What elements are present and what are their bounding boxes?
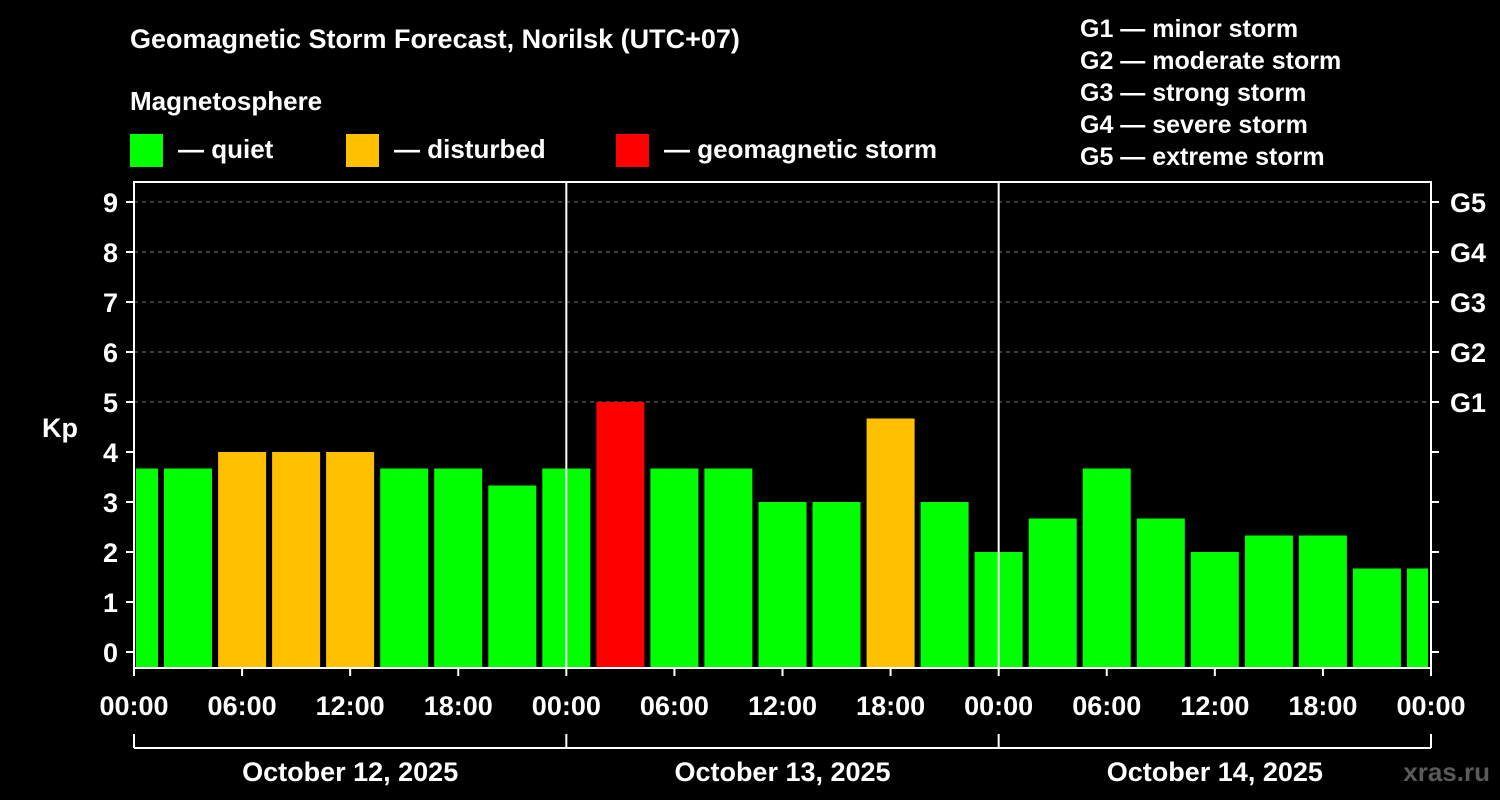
bars [136, 402, 1428, 668]
kp-bar [272, 452, 321, 668]
legend-swatch-disturbed [346, 134, 379, 167]
storm-level-label: G1 [1450, 388, 1486, 418]
legend-swatch-quiet [130, 134, 163, 167]
x-tick-label: 06:00 [640, 691, 709, 721]
x-axis-ticks: 00:00 06:00 12:00 18:00 00:00 06:00 12:00 18:00… [99, 668, 1466, 721]
storm-scale-g4: G4 — severe storm [1080, 111, 1308, 139]
x-tick-label: 06:00 [1072, 691, 1141, 721]
kp-bar [812, 502, 861, 668]
legend-label-disturbed: — disturbed [394, 134, 546, 164]
kp-bar [758, 502, 807, 668]
day-label: October 13, 2025 [674, 757, 890, 787]
day-label: October 12, 2025 [242, 757, 458, 787]
kp-bar [1082, 468, 1131, 668]
x-tick-label: 12:00 [1180, 691, 1249, 721]
y-tick-label: 4 [103, 438, 118, 468]
y-tick-label: 7 [103, 288, 118, 318]
storm-level-ticks: G1 G2 G3 G4 G5 [1431, 188, 1486, 653]
x-tick-label: 18:00 [856, 691, 925, 721]
storm-level-label: G5 [1450, 188, 1486, 218]
kp-bar [434, 468, 483, 668]
y-axis-ticks: 0 1 2 3 4 5 6 7 8 9 [103, 188, 134, 668]
storm-scale-g3: G3 — strong storm [1080, 79, 1306, 107]
day-label: October 14, 2025 [1107, 757, 1323, 787]
legend: — quiet — disturbed — geomagnetic storm [130, 134, 937, 167]
kp-bar [1190, 552, 1239, 668]
kp-bar [866, 418, 915, 668]
kp-bar [1136, 518, 1185, 668]
storm-scale-legend: G1 — minor storm G2 — moderate storm G3 … [1080, 15, 1341, 171]
x-tick-label: 00:00 [99, 691, 168, 721]
x-tick-label: 12:00 [748, 691, 817, 721]
storm-scale-g2: G2 — moderate storm [1080, 47, 1341, 75]
kp-bar [1407, 568, 1428, 668]
y-tick-label: 8 [103, 238, 118, 268]
kp-bar [650, 468, 699, 668]
gridlines [134, 201, 1431, 403]
y-axis-label: Kp [42, 413, 78, 443]
kp-bar [1298, 535, 1347, 668]
kp-bar [1244, 535, 1293, 668]
x-tick-label: 00:00 [964, 691, 1033, 721]
storm-level-label: G3 [1450, 288, 1486, 318]
legend-heading: Magnetosphere [130, 86, 322, 116]
watermark: xras.ru [1403, 757, 1490, 787]
x-tick-label: 00:00 [532, 691, 601, 721]
kp-bar [1352, 568, 1401, 668]
chart-title: Geomagnetic Storm Forecast, Norilsk (UTC… [130, 24, 740, 54]
kp-bar [380, 468, 429, 668]
y-tick-label: 0 [103, 638, 118, 668]
kp-bar [136, 468, 158, 668]
y-tick-label: 5 [103, 388, 118, 418]
x-tick-label: 12:00 [316, 691, 385, 721]
storm-scale-g1: G1 — minor storm [1080, 15, 1298, 43]
y-tick-label: 1 [103, 588, 118, 618]
day-axis: October 12, 2025 October 13, 2025 October … [133, 734, 1432, 787]
legend-label-quiet: — quiet [178, 134, 274, 164]
x-tick-label: 06:00 [208, 691, 277, 721]
x-tick-label: 18:00 [1288, 691, 1357, 721]
kp-bar [704, 468, 753, 668]
kp-bar [596, 402, 645, 668]
kp-bar [164, 468, 212, 668]
storm-scale-g5: G5 — extreme storm [1080, 143, 1325, 171]
kp-bar [218, 452, 267, 668]
x-tick-label: 18:00 [424, 691, 493, 721]
storm-level-label: G4 [1450, 238, 1486, 268]
y-tick-label: 3 [103, 488, 118, 518]
kp-bar [488, 485, 537, 668]
y-tick-label: 6 [103, 338, 118, 368]
storm-level-label: G2 [1450, 338, 1486, 368]
kp-bar [1028, 518, 1077, 668]
y-tick-label: 2 [103, 538, 118, 568]
x-tick-label: 00:00 [1396, 691, 1465, 721]
legend-swatch-storm [616, 134, 649, 167]
kp-bar [920, 502, 969, 668]
legend-label-storm: — geomagnetic storm [664, 134, 937, 164]
y-tick-label: 9 [103, 188, 118, 218]
kp-bar [326, 452, 375, 668]
